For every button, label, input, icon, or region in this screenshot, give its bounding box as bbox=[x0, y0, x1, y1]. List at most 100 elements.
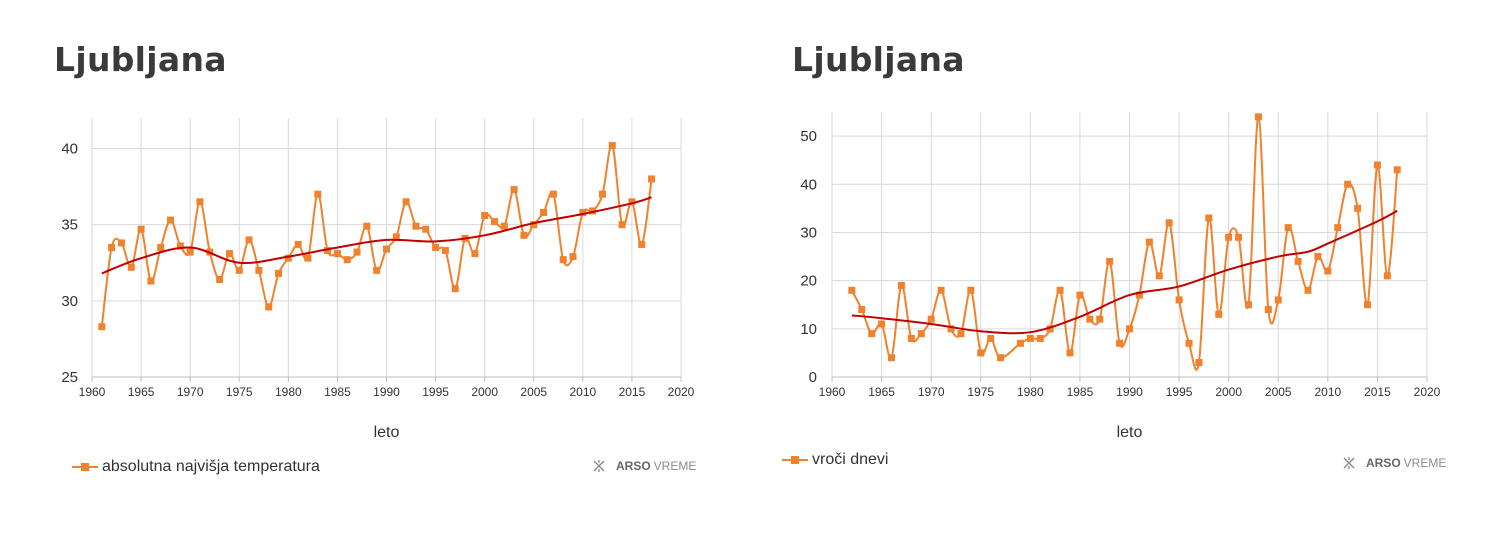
legend-item[interactable]: absolutna najvišja temperatura bbox=[72, 458, 320, 476]
x-tick-label: 1990 bbox=[373, 385, 400, 399]
x-tick-label: 2020 bbox=[1414, 385, 1441, 399]
data-point-marker bbox=[255, 266, 263, 274]
data-point-marker bbox=[167, 216, 175, 224]
data-point-marker bbox=[1175, 296, 1183, 304]
data-point-marker bbox=[1046, 325, 1054, 333]
data-point-marker bbox=[1145, 238, 1153, 246]
data-point-marker bbox=[294, 240, 302, 248]
y-tick-label: 30 bbox=[61, 293, 78, 310]
data-point-marker bbox=[1304, 286, 1312, 294]
legend-label: vroči dnevi bbox=[812, 451, 889, 468]
data-point-marker bbox=[1324, 267, 1332, 275]
data-point-marker bbox=[608, 141, 616, 149]
data-point-marker bbox=[977, 349, 985, 357]
data-point-marker bbox=[907, 334, 915, 342]
data-point-marker bbox=[569, 253, 577, 261]
data-point-marker bbox=[510, 186, 518, 194]
data-point-marker bbox=[284, 254, 292, 262]
x-tick-label: 1980 bbox=[275, 385, 302, 399]
chart-svg-left: 1960 1965 1970 1975 1980 1985 1990 1995 2000 2005… bbox=[61, 118, 695, 441]
data-point-marker bbox=[1116, 339, 1124, 347]
data-point-marker bbox=[540, 208, 548, 216]
data-point-marker bbox=[549, 190, 557, 198]
series-line bbox=[100, 144, 653, 327]
data-point-marker bbox=[1334, 224, 1342, 232]
data-point-marker bbox=[997, 354, 1005, 362]
data-point-marker bbox=[324, 247, 332, 255]
data-point-marker bbox=[490, 218, 498, 226]
x-tick-label: 1975 bbox=[226, 385, 253, 399]
data-point-marker bbox=[157, 244, 165, 251]
data-point-marker bbox=[98, 323, 106, 331]
data-point-marker bbox=[1254, 113, 1262, 121]
data-point-marker bbox=[530, 221, 538, 229]
x-tick-label: 2005 bbox=[520, 385, 547, 399]
data-point-marker bbox=[1096, 315, 1104, 323]
x-axis-label: leto bbox=[1117, 424, 1143, 441]
data-point-marker bbox=[216, 275, 224, 283]
data-point-marker bbox=[265, 303, 273, 311]
arso-snowflake-icon bbox=[593, 460, 605, 472]
data-point-marker bbox=[1274, 296, 1282, 304]
x-tick-label: 2010 bbox=[569, 385, 596, 399]
data-point-marker bbox=[1126, 325, 1133, 333]
data-point-marker bbox=[353, 248, 361, 256]
legend-item[interactable]: vroči dnevi bbox=[782, 451, 888, 469]
brand-logo[interactable]: ARSO VREME bbox=[1342, 456, 1446, 470]
data-point-marker bbox=[579, 208, 587, 216]
data-point-marker bbox=[1225, 233, 1233, 241]
data-point-marker bbox=[176, 242, 184, 250]
x-tick-label: 1965 bbox=[128, 385, 155, 399]
data-point-marker bbox=[878, 320, 886, 328]
data-point-marker bbox=[937, 286, 945, 294]
data-point-marker bbox=[304, 254, 312, 262]
data-point-marker bbox=[275, 269, 283, 277]
data-point-marker bbox=[858, 306, 866, 314]
brand-name-light: VREME bbox=[653, 459, 697, 473]
data-point-marker bbox=[451, 285, 459, 293]
data-point-marker bbox=[947, 325, 955, 333]
data-point-marker bbox=[343, 256, 351, 264]
x-tick-label: 1960 bbox=[819, 385, 846, 399]
data-point-marker bbox=[333, 250, 341, 258]
data-point-marker bbox=[1076, 291, 1084, 299]
y-tick-label: 40 bbox=[800, 176, 817, 193]
data-point-marker bbox=[1066, 349, 1074, 357]
x-tick-label: 2010 bbox=[1314, 385, 1341, 399]
data-point-marker bbox=[481, 212, 489, 220]
y-tick-label: 0 bbox=[809, 369, 817, 386]
chart-title: Ljubljana bbox=[792, 40, 965, 79]
data-point-marker bbox=[1185, 339, 1193, 347]
data-point-marker bbox=[1036, 334, 1044, 342]
data-point-marker bbox=[1165, 219, 1173, 227]
y-tick-label: 35 bbox=[61, 217, 78, 234]
brand-name-bold: ARSO bbox=[616, 459, 651, 473]
series-line bbox=[850, 115, 1399, 371]
arso-snowflake-icon bbox=[1343, 457, 1355, 469]
chart-title: Ljubljana bbox=[54, 40, 227, 79]
data-point-marker bbox=[1373, 161, 1381, 169]
data-point-marker bbox=[432, 244, 440, 251]
trend-line bbox=[851, 209, 1398, 335]
data-point-marker bbox=[520, 231, 528, 239]
legend-label: absolutna najvišja temperatura bbox=[102, 458, 320, 475]
brand-name-bold: ARSO bbox=[1366, 456, 1401, 470]
data-point-marker bbox=[196, 198, 204, 206]
x-tick-label: 2005 bbox=[1265, 385, 1292, 399]
x-tick-label: 2015 bbox=[619, 385, 646, 399]
data-point-marker bbox=[402, 198, 410, 206]
data-point-marker bbox=[1284, 224, 1292, 232]
data-point-marker bbox=[1264, 306, 1272, 314]
data-point-marker bbox=[412, 222, 420, 230]
data-point-marker bbox=[1155, 272, 1163, 280]
data-point-marker bbox=[1354, 204, 1362, 212]
data-point-marker bbox=[1205, 214, 1213, 222]
brand-logo[interactable]: ARSO VREME bbox=[592, 459, 696, 473]
x-tick-label: 1995 bbox=[1166, 385, 1193, 399]
x-tick-label: 1960 bbox=[79, 385, 106, 399]
x-axis-label: leto bbox=[374, 424, 400, 441]
x-tick-label: 1975 bbox=[967, 385, 994, 399]
data-point-marker bbox=[245, 236, 253, 244]
chart-panel-right: Ljubljana 1960 1965 1970 1975 1980 1985 1990 19… bbox=[750, 0, 1500, 555]
x-tick-label: 1970 bbox=[177, 385, 204, 399]
